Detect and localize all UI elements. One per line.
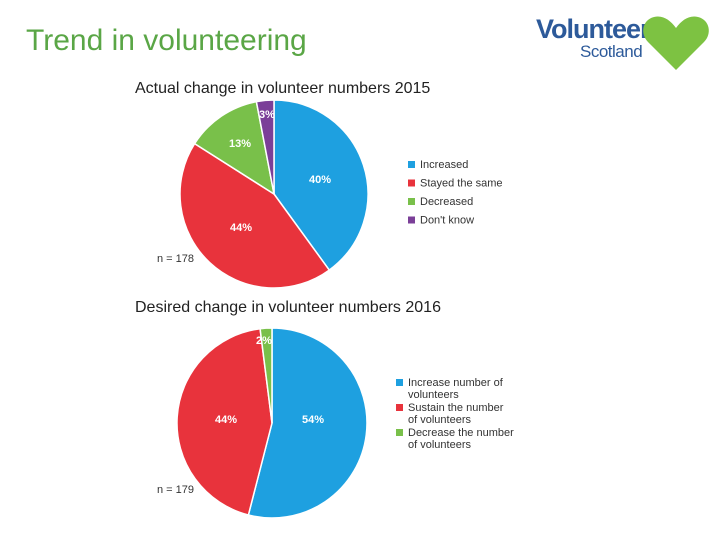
- chart-1-pct-label-3: 13%: [229, 138, 251, 150]
- heart-icon: [643, 16, 709, 70]
- chart-1-legend-swatch-1: [408, 161, 415, 168]
- chart-2-legend-swatch-1: [396, 379, 403, 386]
- chart-2-legend-swatch-2: [396, 404, 403, 411]
- chart-2-slice-3: [259, 327, 273, 424]
- chart-2-legend-label-1: Increase number of volunteers: [408, 377, 504, 401]
- chart-2-sample-size: n = 179: [157, 484, 194, 496]
- chart-2-legend-label-2: Sustain the number of volunteers: [408, 402, 504, 426]
- chart-1-pct-label-2: 44%: [230, 222, 252, 234]
- chart-1-pct-label-4: 3%: [259, 109, 275, 121]
- chart-1-legend-swatch-4: [408, 216, 415, 224]
- volunteer-scotland-logo: Volunteer Scotland: [536, 12, 709, 74]
- chart-2-slice-1: [247, 327, 368, 519]
- chart-2-pct-label-3: 2%: [256, 335, 272, 347]
- chart-1-legend-label-4: Don't know: [420, 215, 474, 227]
- chart-1-legend-swatch-2: [408, 179, 415, 187]
- chart-1-title: Actual change in volunteer numbers 2015: [135, 80, 431, 97]
- chart-1-slice-2: [179, 142, 331, 289]
- chart-2-legend-swatch-3: [396, 429, 403, 436]
- chart-1-slice-1: [273, 99, 369, 272]
- chart-1-pct-label-1: 40%: [309, 174, 331, 186]
- slide-title: Trend in volunteering: [26, 24, 307, 57]
- chart-2-pct-label-2: 44%: [215, 414, 237, 426]
- chart-1-legend-label-1: Increased: [420, 159, 468, 171]
- logo-text-volunteer: Volunteer: [536, 14, 651, 44]
- chart-1-legend-swatch-3: [408, 198, 415, 205]
- chart-2-pct-label-1: 54%: [302, 414, 324, 426]
- chart-1-slice-3: [193, 100, 276, 196]
- chart-2-title: Desired change in volunteer numbers 2016: [135, 299, 441, 316]
- chart-2-slice-2: [176, 327, 273, 516]
- chart-2-legend-label-3: Decrease the number of volunteers: [408, 427, 514, 451]
- chart-1-slice-4: [255, 99, 275, 195]
- logo-text-scotland: Scotland: [580, 42, 643, 61]
- chart-1-legend-label-3: Decreased: [420, 196, 473, 208]
- chart-1-legend-label-2: Stayed the same: [420, 178, 503, 190]
- chart-1-sample-size: n = 178: [157, 253, 194, 265]
